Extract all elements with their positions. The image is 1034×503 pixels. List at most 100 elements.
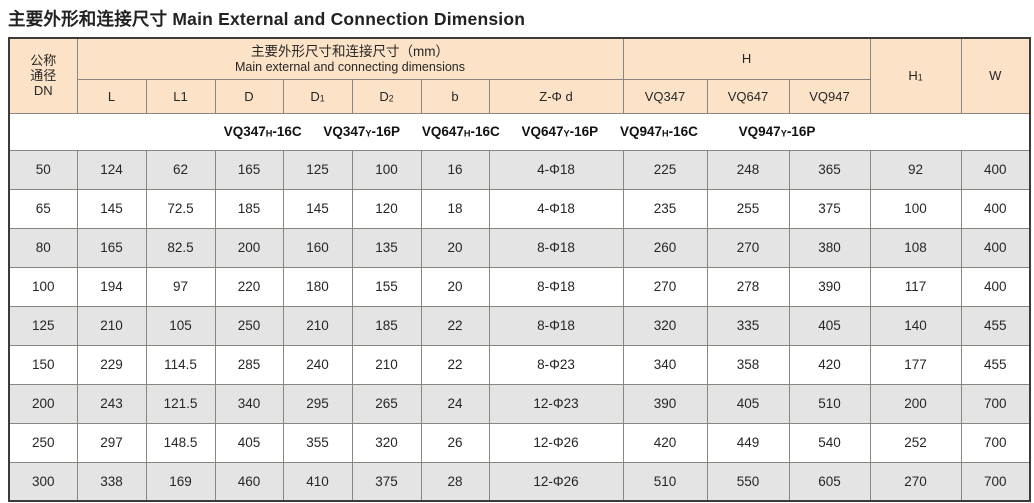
cell-l: 165 (76, 227, 147, 268)
cell-d2: 210 (351, 344, 422, 385)
cell-d: 285 (214, 344, 284, 385)
header-main-dimensions-en: Main external and connecting dimensions (235, 59, 465, 74)
cell-d1: 160 (282, 227, 353, 268)
cell-h-vq647: 248 (706, 149, 790, 190)
table-row-dn125: 125 210 105 250 210 185 22 8-Φ18 320 335 405 140 455 (8, 305, 1031, 346)
cell-b: 26 (420, 422, 490, 463)
cell-h-vq347: 390 (622, 383, 708, 424)
header-col-d: D (214, 78, 284, 114)
cell-w: 455 (960, 305, 1031, 346)
header-w: W (960, 37, 1031, 114)
cell-d2: 185 (351, 305, 422, 346)
cell-h-vq647: 358 (706, 344, 790, 385)
cell-h-vq347: 420 (622, 422, 708, 463)
cell-h-vq647: 550 (706, 461, 790, 502)
table-row-dn250: 250 297 148.5 405 355 320 26 12-Φ26 420 449 540 252… (8, 422, 1031, 463)
cell-h-vq947: 390 (788, 266, 871, 307)
cell-w: 400 (960, 149, 1031, 190)
cell-h1: 252 (869, 422, 962, 463)
cell-d2: 265 (351, 383, 422, 424)
cell-l1: 82.5 (145, 227, 216, 268)
cell-h-vq947: 540 (788, 422, 871, 463)
cell-dn: 65 (8, 188, 78, 229)
model-vq947h: VQ947H-16C (619, 124, 698, 139)
table-row-dn200: 200 243 121.5 340 295 265 24 12-Φ23 390 405 510 200… (8, 383, 1031, 424)
cell-h-vq947: 375 (788, 188, 871, 229)
header-main-dimensions: 主要外形尺寸和连接尺寸（mm） Main external and connec… (76, 37, 624, 80)
cell-l: 297 (76, 422, 147, 463)
cell-d: 340 (214, 383, 284, 424)
cell-w: 700 (960, 461, 1031, 502)
cell-h-vq347: 235 (622, 188, 708, 229)
cell-b: 22 (420, 344, 490, 385)
cell-b: 18 (420, 188, 490, 229)
table-row-dn300: 300 338 169 460 410 375 28 12-Φ26 510 550 605 270 70… (8, 461, 1031, 502)
cell-d: 250 (214, 305, 284, 346)
table-row-dn100: 100 194 97 220 180 155 20 8-Φ18 270 278 390 117 400 (8, 266, 1031, 307)
cell-l1: 148.5 (145, 422, 216, 463)
header-col-z-phi-d: Z-Φ d (488, 78, 624, 114)
header-row-2: L L1 D D1 D2 b Z-Φ d VQ347 VQ647 VQ947 (9, 78, 1030, 114)
cell-d1: 180 (282, 266, 353, 307)
header-col-l: L (76, 78, 147, 114)
header-col-vq347: VQ347 (622, 78, 708, 114)
dimension-table: 公称 通径 DN 主要外形尺寸和连接尺寸（mm） Main external a… (8, 37, 1032, 502)
cell-dn: 125 (8, 305, 78, 346)
header-col-d1: D1 (282, 78, 353, 114)
cell-z-phi-d: 12-Φ23 (488, 383, 624, 424)
cell-h1: 270 (869, 461, 962, 502)
header-col-b: b (420, 78, 490, 114)
cell-l1: 72.5 (145, 188, 216, 229)
cell-h-vq947: 420 (788, 344, 871, 385)
cell-d: 460 (214, 461, 284, 502)
model-vq647y: VQ647Y-16P (521, 124, 599, 139)
cell-h1: 108 (869, 227, 962, 268)
cell-z-phi-d: 8-Φ18 (488, 227, 624, 268)
cell-d2: 320 (351, 422, 422, 463)
cell-dn: 100 (8, 266, 78, 307)
cell-l1: 121.5 (145, 383, 216, 424)
cell-l1: 105 (145, 305, 216, 346)
cell-z-phi-d: 8-Φ23 (488, 344, 624, 385)
cell-dn: 80 (8, 227, 78, 268)
cell-l1: 97 (145, 266, 216, 307)
cell-d1: 295 (282, 383, 353, 424)
cell-d1: 410 (282, 461, 353, 502)
cell-w: 700 (960, 422, 1031, 463)
cell-dn: 150 (8, 344, 78, 385)
cell-h-vq647: 335 (706, 305, 790, 346)
cell-dn: 200 (8, 383, 78, 424)
cell-b: 24 (420, 383, 490, 424)
cell-h1: 140 (869, 305, 962, 346)
header-row-1: 公称 通径 DN 主要外形尺寸和连接尺寸（mm） Main external a… (8, 37, 1031, 114)
cell-h-vq947: 510 (788, 383, 871, 424)
cell-h-vq947: 380 (788, 227, 871, 268)
cell-w: 400 (960, 188, 1031, 229)
cell-h-vq347: 225 (622, 149, 708, 190)
cell-b: 20 (420, 266, 490, 307)
cell-w: 400 (960, 266, 1031, 307)
cell-h-vq647: 255 (706, 188, 790, 229)
cell-b: 22 (420, 305, 490, 346)
cell-z-phi-d: 4-Φ18 (488, 188, 624, 229)
cell-h-vq647: 278 (706, 266, 790, 307)
cell-h-vq347: 260 (622, 227, 708, 268)
cell-d: 220 (214, 266, 284, 307)
cell-b: 28 (420, 461, 490, 502)
page-title: 主要外形和连接尺寸 Main External and Connection D… (8, 9, 526, 29)
cell-h-vq947: 365 (788, 149, 871, 190)
cell-dn: 300 (8, 461, 78, 502)
header-col-d2: D2 (351, 78, 422, 114)
header-h-group: H (622, 37, 871, 80)
cell-d1: 240 (282, 344, 353, 385)
cell-d: 165 (214, 149, 284, 190)
model-vq947y: VQ947Y-16P (738, 124, 816, 139)
model-vq647h: VQ647H-16C (421, 124, 500, 139)
cell-l: 210 (76, 305, 147, 346)
cell-h1: 100 (869, 188, 962, 229)
table-row-dn65: 65 145 72.5 185 145 120 18 4-Φ18 235 255 375 100 400 (8, 188, 1031, 229)
cell-h-vq347: 510 (622, 461, 708, 502)
cell-h-vq647: 270 (706, 227, 790, 268)
cell-l: 124 (76, 149, 147, 190)
cell-d2: 120 (351, 188, 422, 229)
